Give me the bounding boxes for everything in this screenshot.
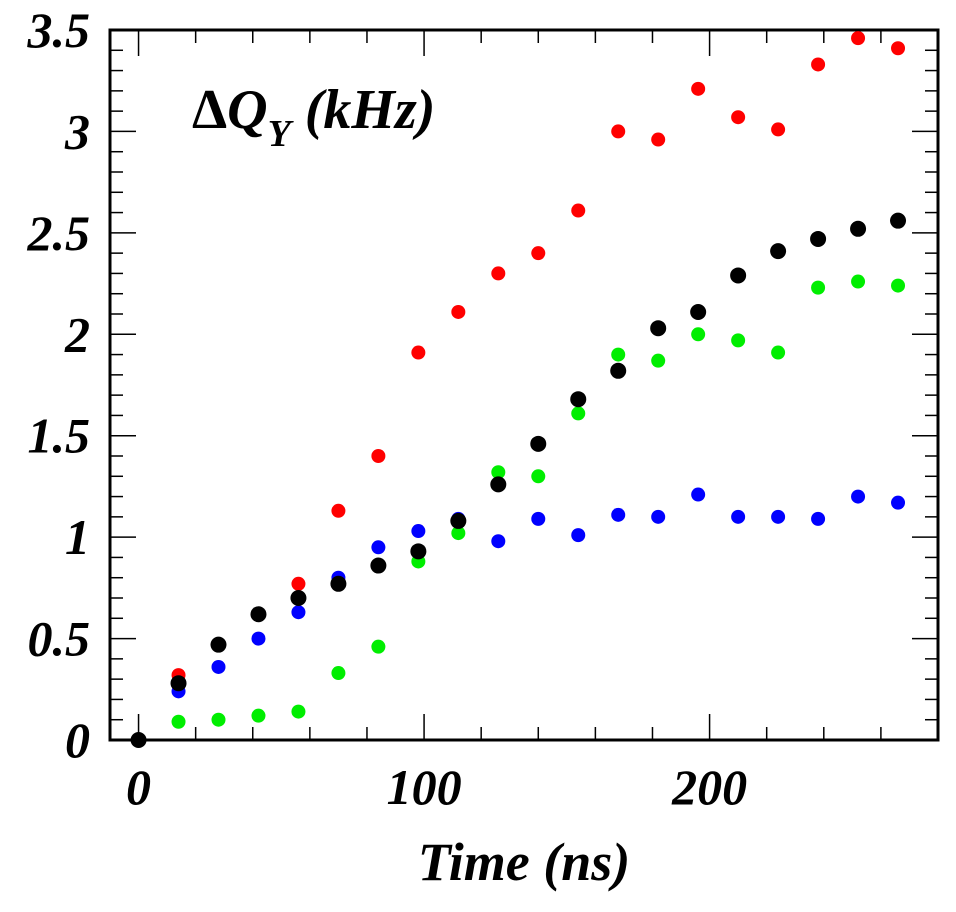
data-point xyxy=(731,333,746,348)
data-point xyxy=(170,675,187,692)
data-point xyxy=(690,303,707,320)
data-point xyxy=(691,487,706,502)
data-point xyxy=(171,714,186,729)
y-tick-label: 0.5 xyxy=(28,611,91,667)
data-point xyxy=(610,362,627,379)
data-point xyxy=(650,320,667,337)
data-point xyxy=(571,203,586,218)
data-point xyxy=(291,704,306,719)
data-point xyxy=(730,267,747,284)
x-axis-title: Time (ns) xyxy=(418,832,630,892)
series-2 xyxy=(171,487,906,699)
data-point xyxy=(851,274,866,289)
x-tick-label: 100 xyxy=(387,759,462,815)
annotation-q: Q xyxy=(227,79,267,141)
data-point xyxy=(250,606,267,623)
data-point xyxy=(691,327,706,342)
data-point xyxy=(331,503,346,518)
data-point xyxy=(331,666,346,681)
data-point xyxy=(370,557,387,574)
data-point xyxy=(770,243,787,260)
data-point xyxy=(251,708,266,723)
data-point xyxy=(130,732,147,748)
y-tick-label: 3 xyxy=(64,103,90,159)
data-point xyxy=(571,406,586,421)
data-point xyxy=(211,659,226,674)
x-tick-label: 200 xyxy=(671,759,747,815)
plot-frame xyxy=(108,28,940,742)
data-point xyxy=(290,590,307,606)
plot-border xyxy=(108,28,940,742)
data-points xyxy=(130,31,907,748)
data-point xyxy=(211,712,226,727)
data-point xyxy=(611,124,626,139)
data-point xyxy=(890,212,907,229)
data-point xyxy=(850,220,867,237)
data-point xyxy=(531,469,546,484)
data-point xyxy=(330,575,347,592)
data-point xyxy=(451,304,466,319)
data-point xyxy=(771,122,786,137)
data-point xyxy=(371,540,386,555)
data-point xyxy=(570,391,587,408)
y-tick-label: 2.5 xyxy=(27,205,91,261)
data-point xyxy=(291,576,306,591)
data-point xyxy=(771,509,786,524)
y-tick-label: 1.5 xyxy=(28,408,91,464)
data-point xyxy=(851,489,866,504)
series-1 xyxy=(171,31,906,683)
data-point xyxy=(891,495,906,510)
data-point xyxy=(411,345,426,360)
data-point xyxy=(490,476,507,493)
data-point xyxy=(651,132,666,147)
data-point xyxy=(450,512,467,529)
data-point xyxy=(571,528,586,543)
data-point xyxy=(611,507,626,522)
data-point xyxy=(891,41,906,56)
x-axis-ticks: 0 100 200 xyxy=(126,30,939,815)
chart-annotation: ΔQY (kHz) xyxy=(192,79,435,155)
data-point xyxy=(731,509,746,524)
data-point xyxy=(531,511,546,526)
y-tick-label: 3.5 xyxy=(27,2,91,58)
x-tick-label: 0 xyxy=(126,759,151,815)
y-axis-ticks: 0 0.5 1 1.5 2 2.5 3 3.5 xyxy=(27,2,938,768)
data-point xyxy=(371,639,386,654)
data-point xyxy=(411,524,426,539)
data-point xyxy=(491,534,506,549)
data-point xyxy=(811,511,826,526)
data-point xyxy=(611,347,626,362)
data-point xyxy=(891,278,906,293)
data-point xyxy=(811,57,826,72)
data-point xyxy=(251,631,266,646)
series-3 xyxy=(171,274,906,729)
annotation-delta: Δ xyxy=(192,79,227,141)
y-tick-label: 0 xyxy=(65,712,90,768)
data-point xyxy=(771,345,786,360)
data-point xyxy=(691,81,706,96)
series-4 xyxy=(130,212,907,748)
data-point xyxy=(410,543,427,560)
data-point xyxy=(851,31,866,46)
data-point xyxy=(731,110,746,125)
data-point xyxy=(210,636,227,653)
data-point xyxy=(451,526,466,541)
y-tick-label: 1 xyxy=(65,509,90,565)
data-point xyxy=(291,605,306,620)
data-point xyxy=(810,230,827,247)
y-tick-label: 2 xyxy=(64,306,90,362)
data-point xyxy=(371,449,386,463)
data-point xyxy=(491,266,506,281)
annotation-subscript: Y xyxy=(268,113,295,155)
data-point xyxy=(491,465,506,480)
data-point xyxy=(530,435,547,452)
annotation-unit: (kHz) xyxy=(291,79,436,141)
data-point xyxy=(651,353,666,368)
data-point xyxy=(651,509,666,524)
data-point xyxy=(811,280,826,295)
data-point xyxy=(531,246,546,261)
